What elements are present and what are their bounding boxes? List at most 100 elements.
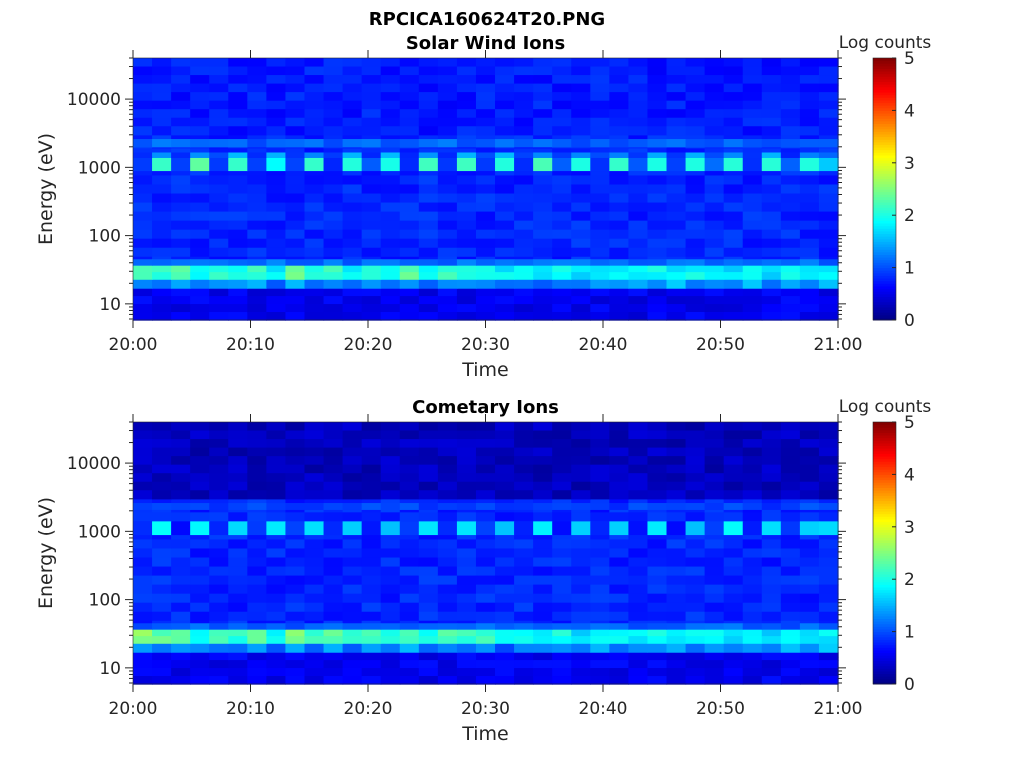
heatmap-cell [609,623,629,630]
colorbar-segment [873,534,896,538]
heatmap-cell [285,92,306,102]
heatmap-cell [761,247,782,258]
heatmap-cell [361,312,382,321]
heatmap-cell [742,430,763,440]
heatmap-cell [742,481,763,491]
colorbar-segment [873,144,896,148]
heatmap-cell [247,629,267,637]
heatmap-cell [342,157,363,172]
heatmap-cell [647,490,668,500]
heatmap-cell [685,184,706,195]
heatmap-cell [190,296,210,305]
heatmap-cell [628,584,649,595]
heatmap-cell [247,139,267,148]
heatmap-cell [723,139,744,148]
heatmap-cell [723,75,744,85]
colorbar-segment [873,584,896,588]
heatmap-cell [799,139,820,148]
heatmap-cell [437,676,458,685]
heatmap-cell [647,593,668,604]
heatmap-cell [723,92,744,102]
heatmap-cell [666,557,687,568]
heatmap-cell [780,296,801,305]
heatmap-cell [723,611,744,622]
heatmap-cell [742,247,763,258]
heatmap-cell [209,557,229,568]
heatmap-cell [418,220,439,231]
heatmap-cell [152,83,172,93]
heatmap-cell [514,473,534,483]
heatmap-cell [761,512,782,522]
heatmap-cell [742,175,763,186]
heatmap-cell [571,296,591,305]
heatmap-cell [475,512,496,522]
heatmap-cell [742,304,763,313]
heatmap-cell [304,566,325,577]
heatmap-cell [437,304,458,313]
heatmap-cell [209,439,229,449]
colorbar-segment [873,212,896,216]
heatmap-cell [761,184,782,195]
heatmap-cell [418,109,439,119]
heatmap-cell [475,304,496,313]
heatmap-cell [361,193,382,204]
heatmap-cell [628,676,649,685]
heatmap-cell [361,92,382,102]
heatmap-cell [399,629,420,637]
heatmap-cell [247,304,267,313]
heatmap-cell [152,259,172,266]
heatmap-cell [399,279,420,289]
heatmap-cell [456,636,477,644]
heatmap-cell [761,229,782,240]
heatmap-cell [514,668,534,677]
heatmap-cell [761,288,782,297]
colorbar-segment [873,516,896,520]
colorbar-tick-label: 0 [904,311,915,331]
heatmap-cell [609,530,629,541]
heatmap-cell [780,100,801,110]
colorbar-segment [873,306,896,311]
colorbar-segment [873,113,896,117]
colorbar-segment [873,497,896,502]
heatmap-cell [171,184,191,195]
colorbar-segment [873,99,896,104]
heatmap-cell [704,265,725,273]
heatmap-cell [171,279,191,289]
heatmap-cell [456,676,477,685]
heatmap-cell [247,557,267,568]
heatmap-cell [380,296,401,305]
heatmap-cell [247,473,267,483]
colorbar-segment [873,670,896,675]
heatmap-cell [761,660,782,669]
heatmap-cell [742,109,763,119]
heatmap-cell [552,548,572,559]
heatmap-cell [533,575,553,586]
colorbar-segment [873,317,896,321]
heatmap-cell [190,193,210,204]
heatmap-cell [475,668,496,677]
heatmap-cell [685,490,706,500]
heatmap-cell [266,175,287,186]
heatmap-cell [552,629,572,637]
y-axis-label: Energy (eV) [35,497,57,609]
heatmap-cell [323,272,344,280]
heatmap-cell [456,539,477,550]
heatmap-cell [209,602,229,613]
colorbar-segment [873,484,896,488]
heatmap-cell [399,593,420,604]
heatmap-cell [514,312,534,321]
heatmap-cell [133,272,153,280]
heatmap-cell [304,643,325,653]
colorbar-segment [873,605,896,609]
heatmap-cell [266,288,287,297]
heatmap-cell [628,512,649,522]
colorbar-segment [873,285,896,290]
heatmap-cell [742,75,763,85]
heatmap-cell [533,247,553,258]
heatmap-cell [437,202,458,213]
heatmap-cell [456,548,477,559]
heatmap-cell [514,175,534,186]
heatmap-cell [342,593,363,604]
heatmap-cell [456,593,477,604]
heatmap-cell [609,157,629,172]
